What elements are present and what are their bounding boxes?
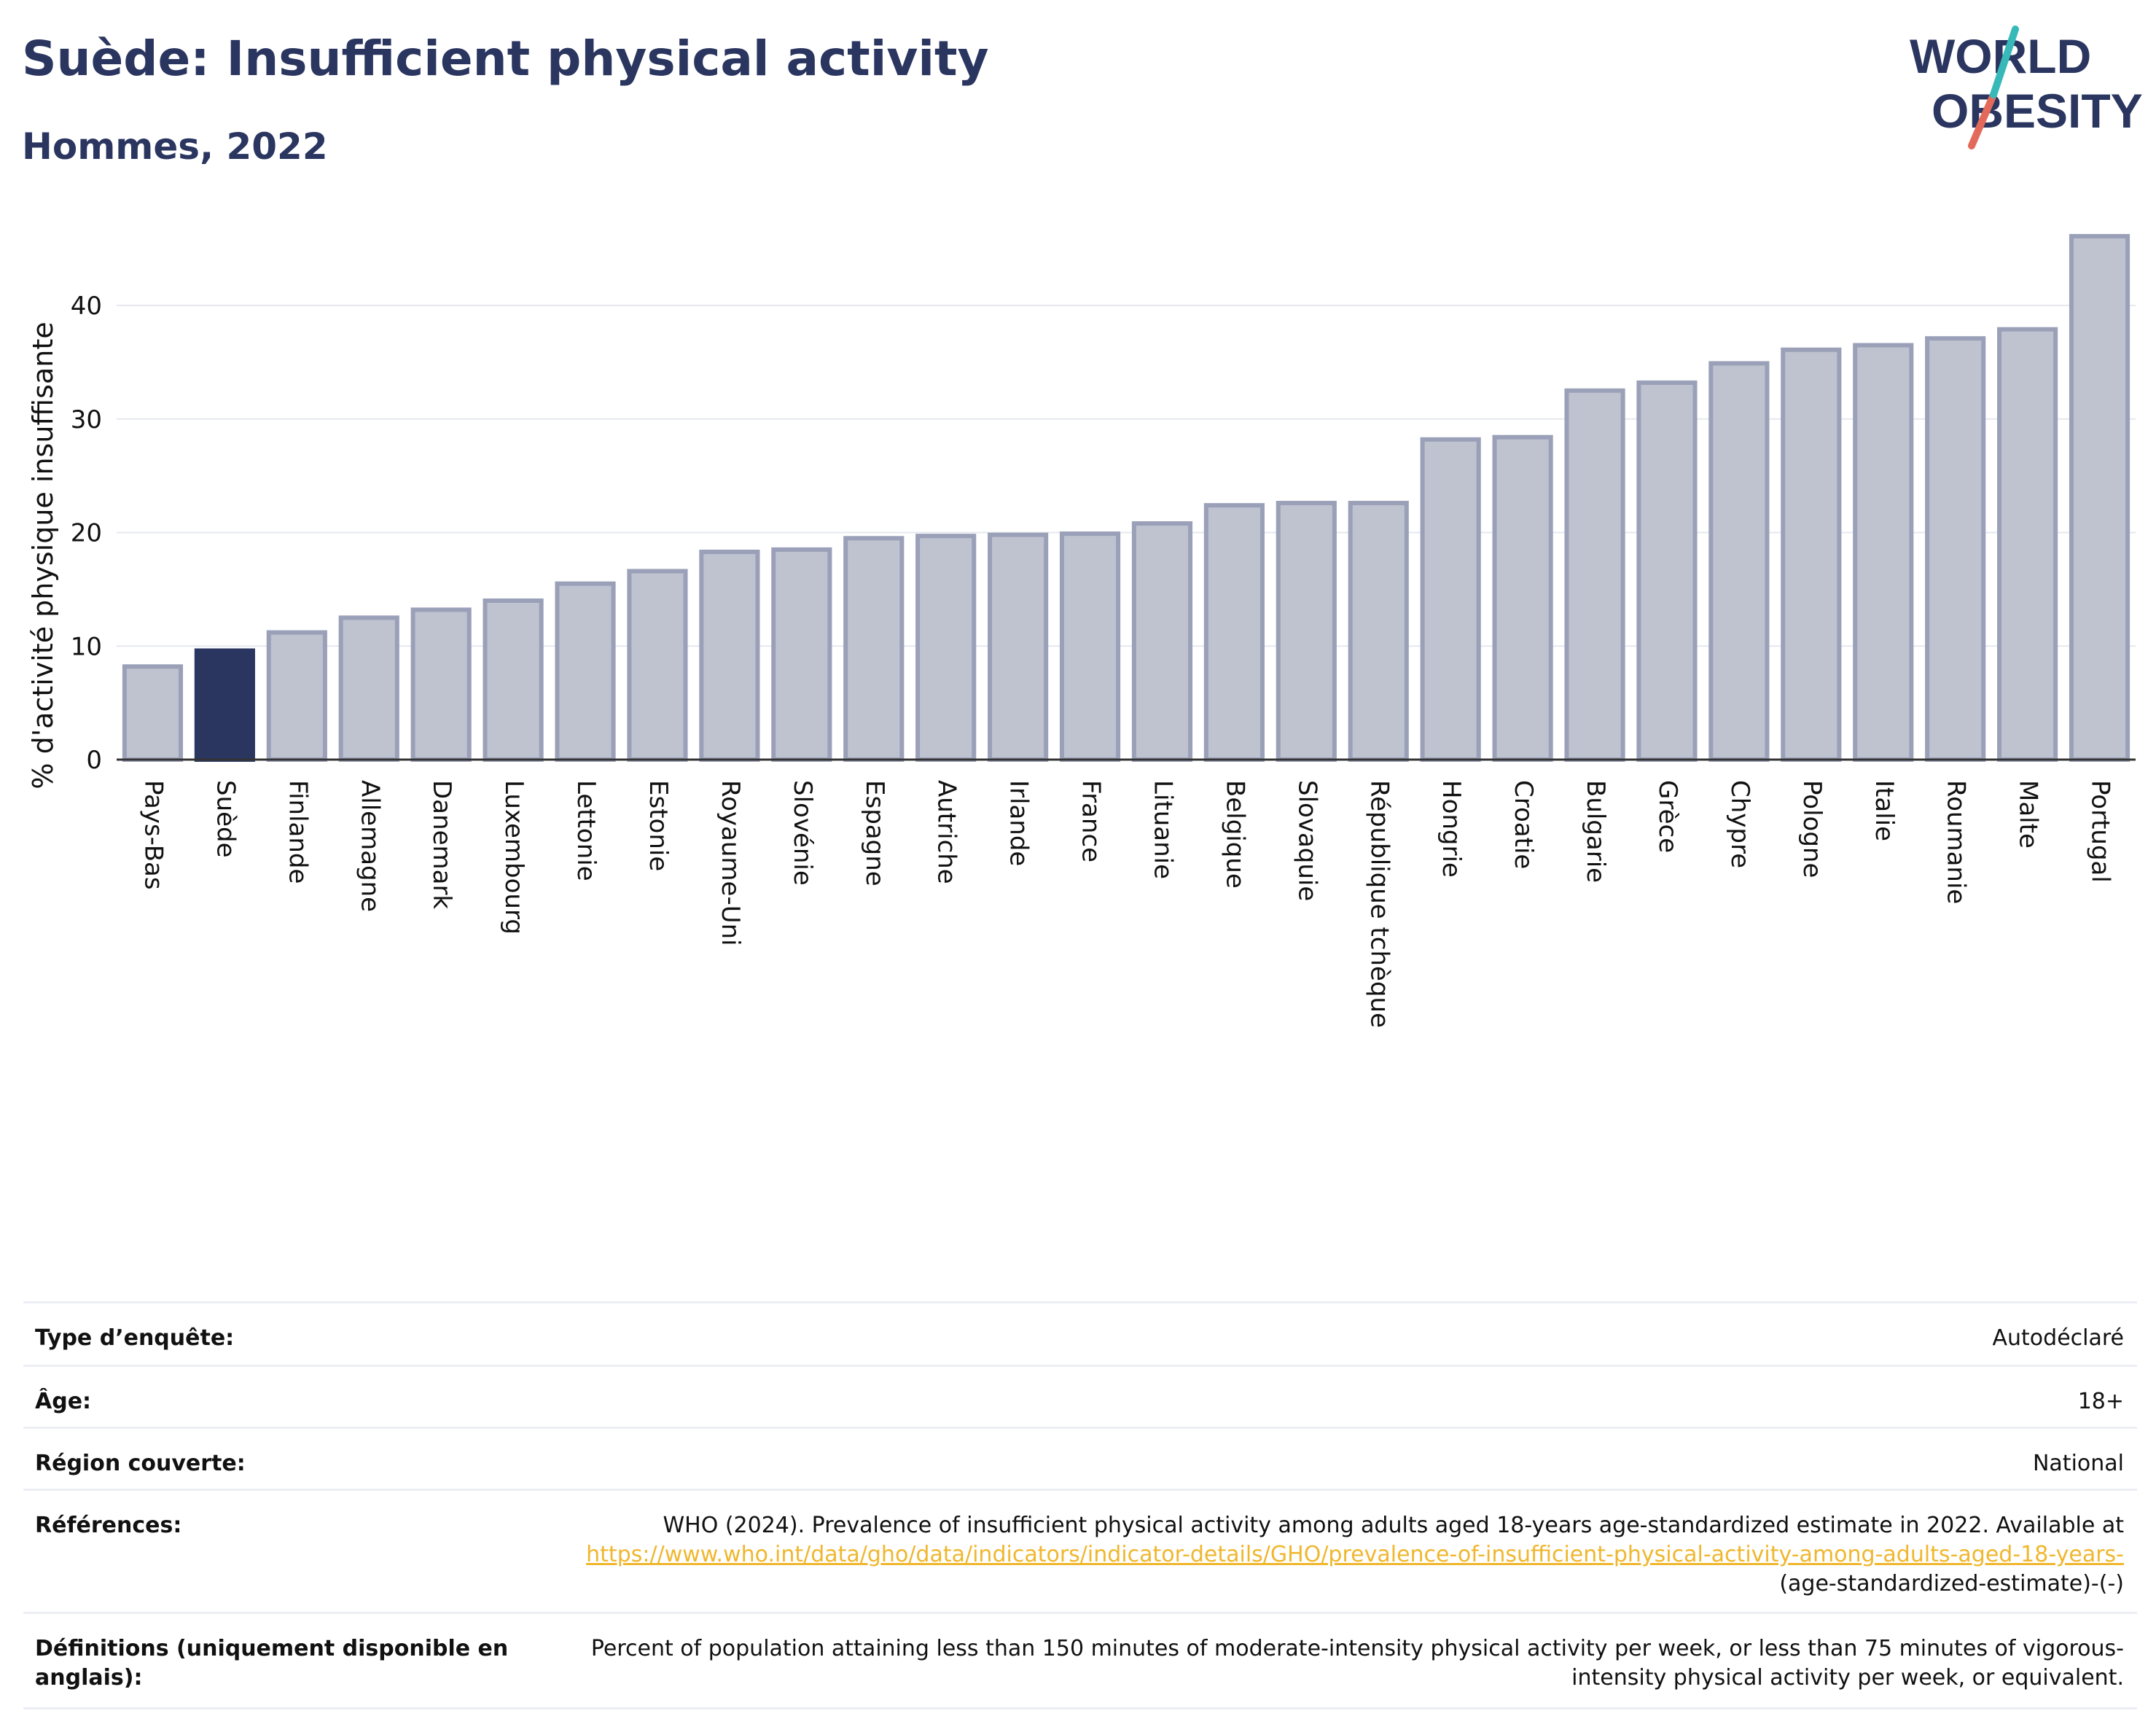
bar-20: [1564, 388, 1625, 762]
x-tick-label: Pologne: [1797, 780, 1827, 878]
info-label: Définitions (uniquement disponible en an…: [35, 1636, 509, 1691]
chart-title: Suède: Insufficient physical activity: [22, 31, 989, 87]
info-value-text: 18+: [2077, 1389, 2124, 1414]
x-tick-label: Slovaquie: [1292, 780, 1321, 901]
x-tick-label: Royaume-Uni: [716, 780, 745, 946]
info-value-text: Percent of population attaining less tha…: [590, 1636, 2124, 1691]
bar-23: [1781, 347, 1842, 762]
bar-25: [1925, 336, 1986, 762]
info-label: Références:: [35, 1513, 182, 1538]
bar-11: [915, 534, 977, 762]
y-tick-label: 10: [71, 632, 102, 661]
x-tick-label: Malte: [2014, 780, 2043, 849]
x-tick-label: France: [1077, 780, 1106, 862]
x-tick-label: Chypre: [1725, 780, 1754, 868]
bar-6: [555, 581, 616, 763]
bar-19: [1492, 434, 1553, 762]
x-tick-label: Roumanie: [1942, 780, 1971, 904]
info-label: Âge:: [35, 1389, 92, 1414]
x-tick-label: Hongrie: [1437, 780, 1466, 878]
info-value: 18+: [2078, 1387, 2124, 1427]
x-tick-label: Estonie: [644, 780, 673, 871]
x-tick-label: Belgique: [1220, 780, 1249, 889]
bar-0: [122, 664, 184, 763]
info-table: Type d’enquête: Autodéclaré Âge: 18+ Région …: [23, 1301, 2137, 1709]
bar-14: [1131, 521, 1193, 762]
bar-1: [194, 648, 255, 762]
bar-4: [410, 607, 472, 762]
info-row: Région couverte: National: [23, 1427, 2137, 1489]
info-value: Percent of population attaining less tha…: [542, 1634, 2124, 1707]
x-tick-label: Bulgarie: [1581, 780, 1610, 883]
info-row: Références: WHO (2024). Prevalence of ins…: [23, 1489, 2137, 1612]
x-tick-label: République tchèque: [1364, 780, 1394, 1028]
x-tick-label: Grèce: [1653, 780, 1682, 853]
bar-22: [1708, 361, 1770, 763]
x-tick-label: Luxembourg: [499, 780, 528, 935]
x-tick-label: Slovénie: [788, 780, 817, 886]
bar-21: [1636, 380, 1698, 762]
bar-2: [266, 630, 327, 763]
info-row: Type d’enquête: Autodéclaré: [23, 1301, 2137, 1365]
bar-16: [1276, 501, 1337, 762]
info-value: National: [2033, 1449, 2124, 1489]
info-value: WHO (2024). Prevalence of insufficient p…: [542, 1511, 2124, 1612]
bar-12: [988, 532, 1049, 762]
bar-17: [1348, 501, 1409, 762]
bar-chart: 0 10 20 30 40 Pays-Bas Suède Finlande Allemagne…: [27, 234, 2136, 1028]
bar-8: [699, 549, 760, 762]
world-obesity-logo: WORLD OBESITY: [1910, 26, 2143, 149]
x-tick-label: Finlande: [283, 780, 312, 884]
bar-24: [1853, 343, 1914, 762]
x-tick-label: Portugal: [2086, 780, 2115, 883]
bar-15: [1203, 503, 1265, 762]
x-tick-label: Allemagne: [355, 780, 384, 912]
bar-7: [627, 569, 688, 762]
logo-line2: OBESITY: [1932, 84, 2143, 138]
x-tick-label: Irlande: [1004, 780, 1034, 866]
bar-5: [483, 598, 544, 763]
info-value: Autodéclaré: [1993, 1324, 2125, 1365]
y-tick-label: 40: [71, 292, 102, 321]
x-tick-label: Lettonie: [571, 780, 601, 881]
bar-26: [1997, 327, 2058, 762]
x-tick-label: Pays-Bas: [138, 780, 168, 890]
y-tick-label: 20: [71, 519, 102, 548]
reference-tail: (age-standardized-estimate)-(-): [1779, 1571, 2124, 1596]
x-tick-label: Suède: [211, 780, 240, 858]
x-tick-label: Lituanie: [1148, 780, 1177, 879]
info-value-text: Autodéclaré: [1992, 1325, 2125, 1351]
y-axis-label: % d'activité physique insuffisante: [27, 321, 59, 789]
bar-13: [1059, 531, 1121, 762]
info-row: Âge: 18+: [23, 1365, 2137, 1427]
info-label: Région couverte:: [35, 1451, 246, 1476]
info-row: Définitions (uniquement disponible en an…: [23, 1612, 2137, 1709]
bar-9: [771, 547, 832, 762]
reference-link[interactable]: https://www.who.int/data/gho/data/indica…: [586, 1542, 2124, 1567]
chart-subtitle: Hommes, 2022: [22, 125, 328, 168]
info-value-text: National: [2032, 1451, 2124, 1476]
x-tick-label: Espagne: [860, 780, 889, 886]
bar-18: [1420, 437, 1481, 762]
x-tick-label: Croatie: [1509, 780, 1538, 869]
y-tick-label: 0: [86, 746, 102, 775]
info-value-text: WHO (2024). Prevalence of insufficient p…: [663, 1513, 2124, 1538]
info-label: Type d’enquête:: [35, 1325, 235, 1351]
y-tick-label: 30: [71, 405, 102, 434]
bar-3: [338, 615, 399, 762]
x-tick-label: Danemark: [427, 780, 456, 909]
x-tick-label: Italie: [1870, 780, 1899, 841]
x-tick-label: Autriche: [932, 780, 961, 884]
bar-27: [2069, 234, 2130, 762]
bar-10: [843, 536, 905, 762]
